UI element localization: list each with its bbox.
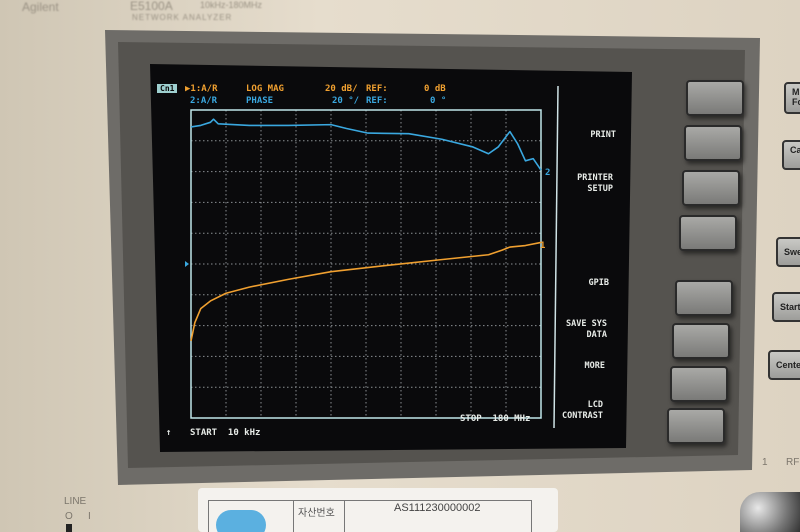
plot-frame — [190, 109, 542, 419]
asset-tag-cell — [293, 500, 345, 532]
port-number: 1 — [762, 457, 768, 468]
line-on-label: I — [88, 511, 91, 522]
softkey-3-button[interactable] — [682, 170, 740, 206]
trace1-ref-label: REF: — [366, 84, 388, 94]
line-off-label: O — [65, 511, 73, 522]
asset-tag-logo — [216, 510, 266, 532]
softkey-4-button[interactable] — [679, 215, 737, 251]
rf-connector[interactable] — [740, 492, 800, 532]
marker-fctn-button[interactable]: M Fc — [784, 82, 800, 114]
range-label: 10kHz-180MHz — [200, 0, 263, 10]
softkey-label-print: PRINT — [590, 130, 616, 140]
model-label: E5100A — [130, 0, 173, 13]
trace1-format: LOG MAG — [246, 84, 284, 94]
trace2-ref-label: REF: — [366, 96, 388, 106]
softkey-2-button[interactable] — [684, 125, 742, 161]
brand-logo: Agilent — [22, 0, 59, 14]
asset-tag-number: AS111230000002 — [394, 502, 481, 514]
cal-button[interactable]: Ca — [782, 140, 800, 170]
softkey-8-button[interactable] — [667, 408, 725, 444]
softkey-label-gpib: GPIB — [588, 278, 609, 288]
softkey-5-button[interactable] — [675, 280, 733, 316]
softkey-7-button[interactable] — [670, 366, 728, 402]
softkey-label-printer-setup: PRINTER SETUP — [577, 173, 613, 194]
softkey-6-button[interactable] — [672, 323, 730, 359]
lcd-screen — [150, 64, 632, 452]
center-button[interactable]: Cente — [768, 350, 800, 380]
phase-trace — [190, 118, 542, 171]
trace1-scale: 20 dB/ — [325, 84, 358, 94]
log-mag-trace — [190, 241, 542, 342]
softkey-label-save-sys-data: SAVE SYS DATA — [566, 319, 607, 340]
type-label: NETWORK ANALYZER — [132, 13, 233, 22]
power-switch[interactable] — [66, 524, 72, 532]
trace2-ref-value: 0 ° — [430, 96, 447, 106]
start-button[interactable]: Start — [772, 292, 800, 322]
arrow-icon: ↑ — [166, 428, 172, 438]
reference-marker — [185, 261, 189, 267]
marker-1: 1 — [540, 241, 546, 251]
stop-frequency: STOP 180 MHz — [460, 414, 531, 424]
start-frequency: START 10 kHz — [190, 428, 261, 438]
trace2-format: PHASE — [246, 96, 274, 106]
marker-2: 2 — [545, 168, 551, 178]
channel-indicator: Cn1 — [157, 84, 178, 93]
trace1-label: ▶1:A/R — [185, 84, 218, 94]
softkey-label-lcd-contrast: LCD CONTRAST — [562, 400, 603, 421]
trace2-label: 2:A/R — [190, 96, 218, 106]
port-label: RF — [786, 457, 800, 468]
softkey-1-button[interactable] — [686, 80, 744, 116]
plot-area — [185, 109, 542, 419]
softkey-label-more: MORE — [584, 361, 605, 371]
asset-tag-label: 자산번호 — [298, 508, 335, 519]
line-label: LINE — [64, 496, 87, 507]
trace1-ref-value: 0 dB — [424, 84, 446, 94]
asset-tag: 자산번호 AS111230000002 — [198, 488, 558, 532]
softkey-divider — [553, 85, 559, 429]
trace2-scale: 20 °/ — [332, 96, 360, 106]
asset-tag-table — [208, 500, 532, 532]
sweep-button[interactable]: Swe — [776, 237, 800, 267]
